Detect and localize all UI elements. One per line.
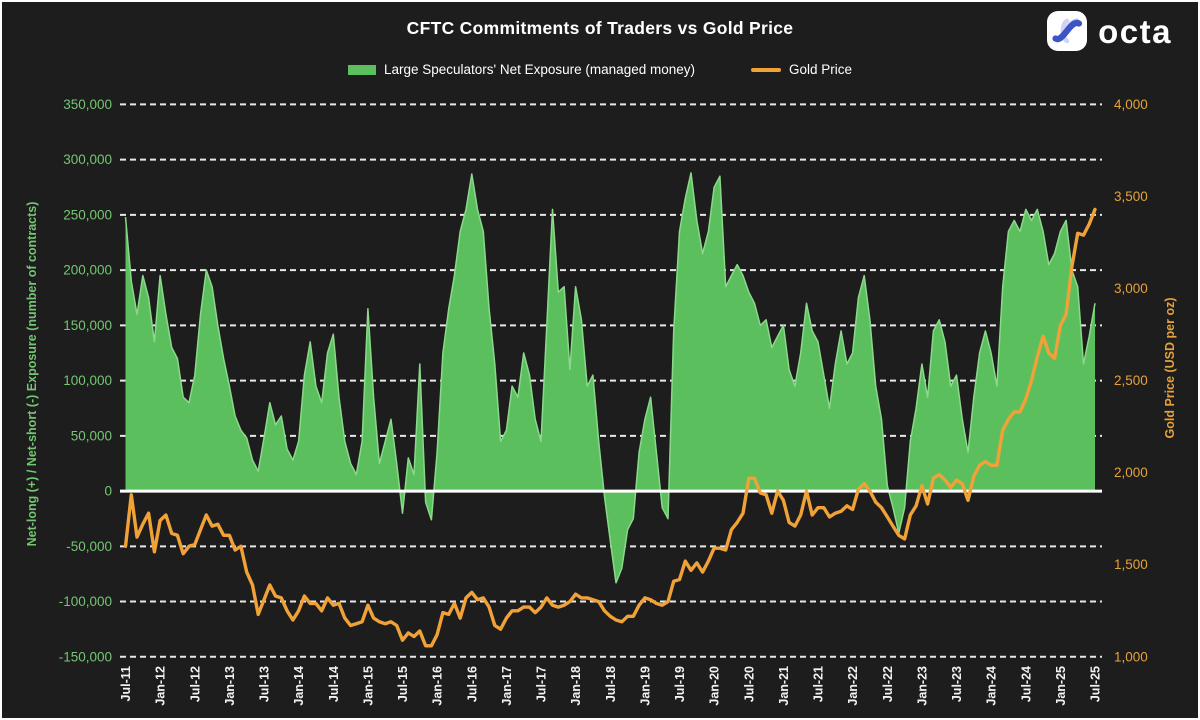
svg-text:-150,000: -150,000 [59, 649, 112, 664]
gold-price-swatch [750, 67, 781, 72]
svg-text:350,000: 350,000 [63, 97, 112, 112]
svg-text:Jan-25: Jan-25 [1054, 666, 1068, 706]
svg-text:Jul-20: Jul-20 [742, 666, 756, 702]
gold-price-line [123, 207, 1097, 648]
svg-text:300,000: 300,000 [63, 152, 112, 167]
svg-text:200,000: 200,000 [63, 263, 112, 278]
svg-text:Jul-11: Jul-11 [119, 666, 133, 701]
svg-text:50,000: 50,000 [71, 428, 112, 443]
svg-text:Jul-15: Jul-15 [396, 666, 410, 702]
svg-text:250,000: 250,000 [63, 207, 112, 222]
right-axis-title: Gold Price (USD per oz) [1163, 297, 1177, 439]
svg-text:0: 0 [104, 484, 112, 499]
legend-label-gold-price: Gold Price [788, 62, 853, 77]
svg-text:-50,000: -50,000 [66, 539, 112, 554]
svg-text:Jan-18: Jan-18 [569, 666, 583, 706]
svg-text:Jan-19: Jan-19 [638, 666, 652, 706]
net-exposure-swatch [347, 64, 376, 75]
chart-title: CFTC Commitments of Traders vs Gold Pric… [406, 18, 794, 38]
legend-item-gold-price: Gold Price [750, 62, 853, 77]
svg-text:Jul-14: Jul-14 [327, 666, 341, 702]
svg-text:Jul-22: Jul-22 [881, 666, 895, 702]
svg-text:Jan-17: Jan-17 [500, 666, 514, 706]
legend-label-net-exposure: Large Speculators' Net Exposure (managed… [383, 62, 695, 77]
brand-logo: octa [1046, 10, 1172, 52]
svg-text:Jan-21: Jan-21 [777, 666, 791, 706]
svg-text:-100,000: -100,000 [59, 594, 112, 609]
svg-text:Jul-19: Jul-19 [673, 666, 687, 702]
svg-text:100,000: 100,000 [63, 373, 112, 388]
svg-text:Jul-18: Jul-18 [604, 666, 618, 702]
svg-text:Jan-15: Jan-15 [361, 666, 375, 706]
svg-text:1,000: 1,000 [1114, 649, 1148, 664]
brand-name: octa [1098, 12, 1172, 50]
svg-text:Jan-20: Jan-20 [708, 666, 722, 706]
svg-text:Jan-24: Jan-24 [985, 666, 999, 706]
svg-text:2,000: 2,000 [1114, 465, 1148, 480]
svg-text:Jul-21: Jul-21 [812, 666, 826, 702]
svg-text:Jan-12: Jan-12 [154, 666, 168, 706]
svg-text:4,000: 4,000 [1114, 97, 1148, 112]
x-axis-ticks: Jul-11 Jan-12 Jul-12 Jan-13 Jul-13 Jan-14 Jul-… [119, 666, 1103, 706]
svg-text:Jul-25: Jul-25 [1089, 666, 1103, 702]
svg-text:3,500: 3,500 [1114, 189, 1148, 204]
chart-legend: Large Speculators' Net Exposure (managed… [2, 62, 1198, 77]
legend-item-net-exposure: Large Speculators' Net Exposure (managed… [347, 62, 695, 77]
left-axis-title: Net-long (+) / Net-short (-) Exposure (n… [25, 201, 39, 547]
svg-text:Jul-13: Jul-13 [258, 666, 272, 702]
left-axis-ticks: 350,000 300,000 250,000 200,000 150,000 100,0… [59, 97, 112, 664]
svg-text:Jan-16: Jan-16 [431, 666, 445, 706]
svg-text:2,500: 2,500 [1114, 373, 1148, 388]
svg-text:3,000: 3,000 [1114, 281, 1148, 296]
svg-text:Jan-13: Jan-13 [223, 666, 237, 706]
svg-text:Jan-22: Jan-22 [846, 666, 860, 706]
svg-text:Jul-24: Jul-24 [1019, 666, 1033, 702]
svg-text:Jan-23: Jan-23 [915, 666, 929, 706]
svg-text:Jan-14: Jan-14 [292, 666, 306, 706]
net-exposure-area [124, 172, 1096, 584]
right-axis-ticks: 4,000 3,500 3,000 2,500 2,000 1,500 1,000 [1114, 97, 1148, 664]
svg-text:Jul-12: Jul-12 [188, 666, 202, 702]
svg-text:Jul-23: Jul-23 [950, 666, 964, 702]
octa-logo-icon [1047, 11, 1088, 51]
svg-text:Jul-16: Jul-16 [465, 666, 479, 702]
svg-text:150,000: 150,000 [63, 318, 112, 333]
svg-text:1,500: 1,500 [1114, 557, 1148, 572]
svg-text:Jul-17: Jul-17 [535, 666, 549, 702]
